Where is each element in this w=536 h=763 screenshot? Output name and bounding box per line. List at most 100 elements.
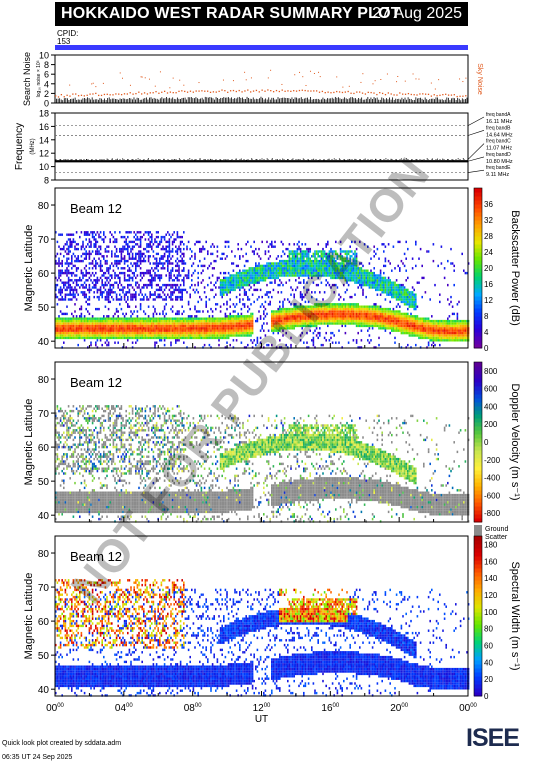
power-cell bbox=[285, 264, 287, 268]
power-cell bbox=[234, 317, 236, 320]
power-cell bbox=[333, 307, 335, 311]
power-cell bbox=[373, 279, 375, 282]
power-cell bbox=[165, 295, 167, 299]
power-cell bbox=[346, 255, 348, 258]
power-cell bbox=[64, 288, 67, 292]
noise-ytick-label: 10 bbox=[39, 51, 49, 61]
power-cell bbox=[64, 250, 67, 253]
power-cell bbox=[303, 250, 305, 253]
power-cell bbox=[91, 334, 94, 337]
power-cell bbox=[79, 276, 81, 280]
power-cell bbox=[117, 334, 119, 337]
power-cell bbox=[130, 324, 132, 328]
power-cell bbox=[248, 334, 251, 337]
power-cell bbox=[74, 293, 76, 296]
power-cell bbox=[119, 271, 121, 275]
power-cell bbox=[357, 305, 359, 308]
power-cell bbox=[87, 231, 89, 234]
sky-noise-point bbox=[390, 93, 392, 95]
power-cell bbox=[251, 329, 254, 332]
power-cell bbox=[293, 305, 295, 308]
power-cell bbox=[96, 317, 99, 320]
power-cell bbox=[106, 319, 108, 323]
power-cell bbox=[216, 322, 219, 325]
power-cell bbox=[141, 235, 143, 239]
power-cell bbox=[74, 334, 76, 337]
power-cell bbox=[285, 327, 287, 330]
power-cell bbox=[170, 327, 172, 330]
power-cell bbox=[80, 255, 83, 258]
power-cell bbox=[341, 276, 343, 280]
power-cell bbox=[176, 334, 179, 337]
power-cell bbox=[136, 281, 139, 284]
power-cell bbox=[293, 257, 295, 260]
power-cell bbox=[328, 310, 331, 313]
power-cell bbox=[352, 305, 355, 308]
power-cell bbox=[115, 319, 118, 323]
power-cell bbox=[216, 250, 219, 253]
power-cell bbox=[338, 262, 340, 265]
power-cell bbox=[245, 331, 247, 335]
power-cell bbox=[253, 269, 255, 272]
power-cell bbox=[106, 317, 108, 320]
power-cell bbox=[82, 286, 84, 289]
frequency-sample bbox=[328, 158, 330, 160]
power-cell bbox=[123, 240, 126, 244]
power-cell bbox=[307, 276, 310, 280]
power-cell bbox=[346, 279, 348, 282]
power-cell bbox=[107, 307, 110, 311]
power-cell bbox=[235, 334, 238, 337]
power-cell bbox=[330, 312, 332, 316]
power-cell bbox=[58, 298, 60, 301]
power-cell bbox=[368, 315, 371, 318]
power-cell bbox=[267, 250, 270, 253]
power-cell bbox=[229, 317, 231, 320]
power-cell bbox=[93, 286, 95, 289]
power-cell bbox=[320, 343, 323, 347]
power-cell bbox=[147, 233, 150, 236]
power-cell bbox=[98, 319, 100, 323]
power-cell bbox=[349, 310, 351, 313]
power-cell bbox=[301, 262, 303, 265]
power-cell bbox=[130, 322, 132, 325]
power-cell bbox=[229, 298, 231, 301]
power-cell bbox=[88, 329, 91, 332]
power-cell bbox=[133, 310, 135, 313]
power-cell bbox=[314, 291, 316, 294]
power-cell bbox=[362, 279, 364, 282]
power-cell bbox=[197, 322, 199, 325]
power-cell bbox=[170, 341, 172, 344]
sky-noise-point bbox=[192, 91, 194, 93]
power-cell bbox=[219, 271, 222, 275]
power-cell bbox=[143, 324, 145, 328]
power-cell bbox=[327, 264, 329, 268]
power-cell bbox=[197, 324, 199, 328]
power-cell bbox=[107, 334, 110, 337]
power-cell bbox=[295, 288, 297, 292]
power-cell bbox=[90, 274, 92, 277]
power-cell bbox=[213, 295, 215, 299]
power-cell bbox=[85, 336, 87, 340]
power-cell bbox=[352, 312, 355, 316]
power-cell bbox=[87, 334, 89, 337]
power-cell bbox=[215, 334, 217, 337]
power-cell bbox=[291, 274, 294, 277]
power-cell bbox=[200, 281, 203, 284]
power-cell bbox=[274, 281, 276, 284]
power-cell bbox=[130, 283, 132, 287]
power-cell bbox=[117, 317, 119, 320]
power-cell bbox=[155, 231, 158, 234]
power-cell bbox=[247, 319, 249, 323]
power-cell bbox=[253, 283, 255, 287]
power-cell bbox=[293, 264, 295, 268]
power-cell bbox=[325, 339, 327, 342]
power-cell bbox=[259, 336, 262, 340]
power-cell bbox=[135, 283, 137, 287]
power-cell bbox=[381, 312, 383, 316]
power-cell bbox=[290, 319, 292, 323]
power-cell bbox=[351, 317, 353, 320]
power-cell bbox=[183, 281, 185, 284]
power-cell bbox=[61, 247, 63, 251]
power-cell bbox=[211, 243, 214, 246]
power-cell bbox=[322, 259, 324, 263]
